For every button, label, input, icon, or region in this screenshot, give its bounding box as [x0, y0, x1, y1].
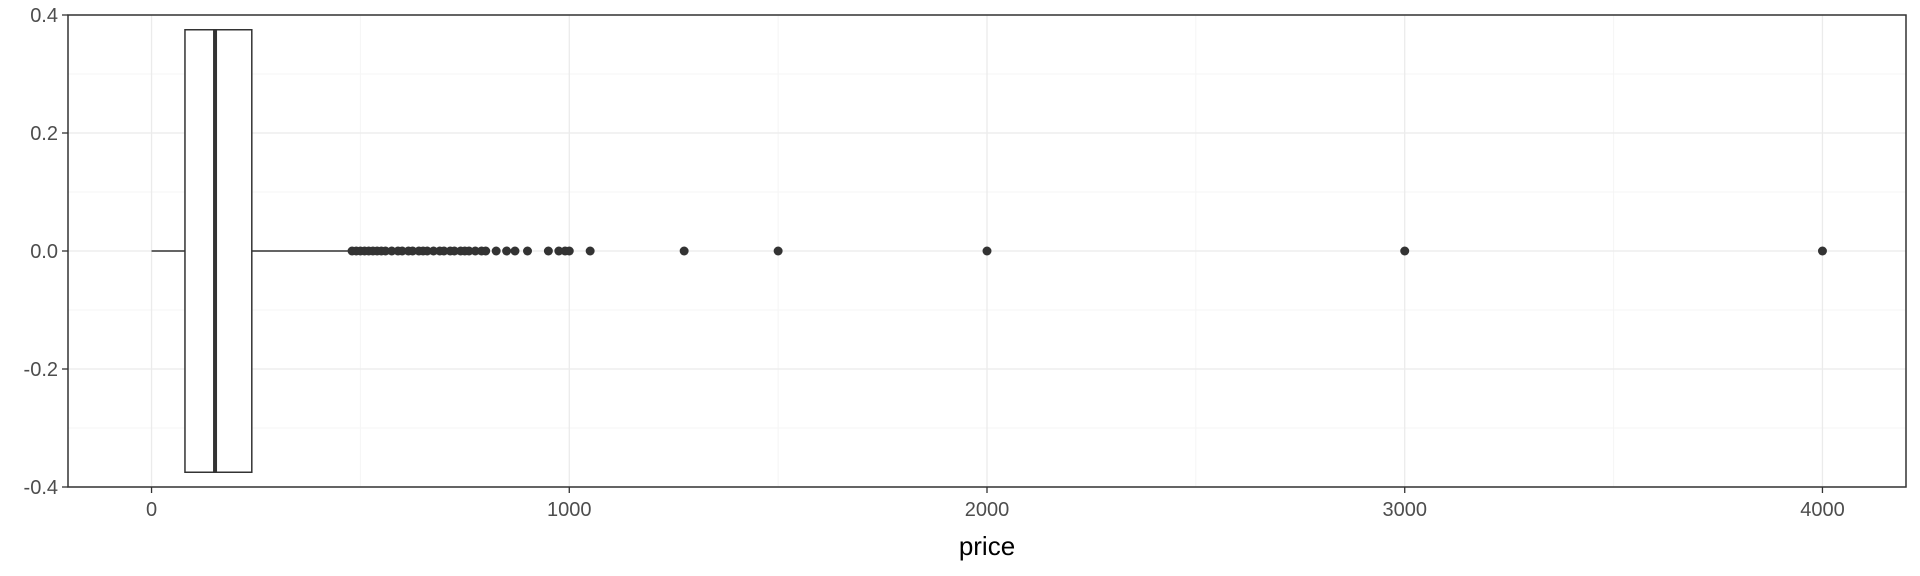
outlier-point	[481, 246, 491, 256]
x-tick-label: 1000	[547, 499, 592, 521]
outlier-point	[679, 246, 689, 256]
y-tick-label: -0.2	[24, 359, 58, 381]
x-axis: 0 1000 2000 3000 4000	[146, 487, 1845, 521]
outlier-point	[523, 246, 532, 256]
y-tick-label: 0.0	[30, 241, 58, 263]
x-tick-label: 4000	[1800, 499, 1845, 521]
outlier-point	[502, 246, 512, 256]
outlier-point	[1400, 246, 1410, 256]
outlier-point	[554, 246, 564, 256]
outlier-point	[380, 246, 390, 256]
outlier-point	[387, 246, 397, 256]
outlier-point	[510, 246, 520, 256]
iqr-box	[184, 29, 253, 473]
outlier-point	[585, 246, 595, 256]
y-tick-label: 0.2	[30, 123, 58, 145]
y-tick-label: -0.4	[24, 477, 58, 499]
outlier-point	[491, 246, 501, 256]
outlier-point	[1817, 246, 1827, 256]
x-tick-label: 0	[146, 499, 157, 521]
x-tick-label: 2000	[965, 499, 1010, 521]
outlier-point	[470, 246, 480, 256]
outlier-point	[464, 246, 474, 256]
outlier-point	[773, 246, 783, 256]
y-tick-label: 0.4	[30, 5, 58, 27]
x-axis-title: price	[959, 531, 1015, 561]
outlier-point	[543, 246, 553, 256]
outlier-point	[564, 246, 574, 256]
y-axis: 0.4 0.2 0.0 -0.2 -0.4	[24, 5, 68, 499]
outlier-point	[429, 246, 439, 256]
outlier-point	[982, 246, 992, 256]
outlier-point	[408, 246, 418, 256]
outlier-point	[397, 246, 407, 256]
outlier-point	[449, 246, 459, 256]
x-tick-label: 3000	[1382, 499, 1427, 521]
outlier-point	[422, 246, 432, 256]
outlier-point	[439, 246, 449, 256]
outlier-points	[347, 246, 1827, 256]
box-layer	[151, 29, 350, 473]
